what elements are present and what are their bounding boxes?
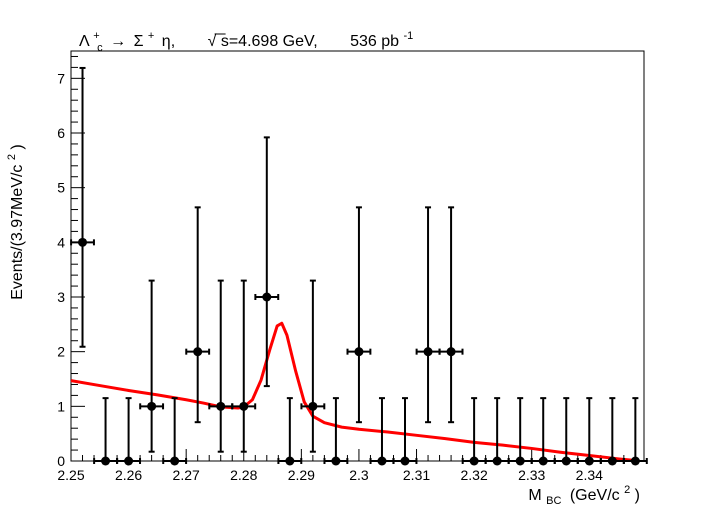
- x-title-main: M: [528, 487, 541, 504]
- data-marker: [262, 292, 272, 302]
- data-point: [484, 397, 510, 466]
- x-title-unit-close: ): [635, 487, 640, 504]
- data-marker: [124, 456, 134, 466]
- title-sigma: Σ: [134, 33, 144, 50]
- x-tick-label: 2.27: [173, 467, 200, 483]
- data-point: [507, 397, 533, 466]
- x-axis-title: M BC (GeV/c 2 ): [528, 480, 640, 508]
- data-point: [254, 136, 280, 388]
- y-tick-label: 0: [57, 453, 65, 469]
- data-point: [346, 206, 372, 424]
- y-tick-label: 3: [57, 289, 65, 305]
- data-point: [622, 397, 648, 466]
- data-point: [70, 66, 95, 348]
- data-marker: [538, 456, 548, 466]
- data-marker: [78, 237, 88, 247]
- data-marker: [400, 456, 410, 466]
- x-tick-label: 2.31: [403, 467, 430, 483]
- data-point: [461, 397, 487, 466]
- x-title-sub: BC: [546, 495, 561, 507]
- data-point: [162, 397, 188, 466]
- data-marker: [561, 456, 571, 466]
- data-marker: [492, 456, 502, 466]
- x-tick-label: 2.26: [115, 467, 142, 483]
- data-marker: [193, 347, 203, 357]
- data-point: [300, 279, 326, 453]
- chart-title: Λ + c → Σ + η, √ s=4.698 GeV, 536 pb -1: [79, 26, 413, 55]
- plot-frame: [70, 50, 645, 462]
- title-eta: η,: [162, 33, 175, 50]
- data-marker: [101, 456, 111, 466]
- x-tick-label: 2.34: [576, 467, 603, 483]
- title-lambda-sup: +: [93, 30, 99, 42]
- x-title-unit: (GeV/c: [570, 487, 620, 504]
- title-energy: s=4.698 GeV,: [221, 33, 318, 50]
- y-title-sup: 2: [6, 154, 18, 160]
- data-points-layer: [70, 66, 648, 466]
- data-marker: [239, 401, 249, 411]
- data-point: [231, 279, 257, 453]
- fit-layer: [70, 321, 636, 462]
- data-point: [208, 279, 234, 453]
- y-axis-ticks: 0 1 2 3 4 5 6 7: [57, 55, 85, 469]
- y-axis-title: Events/(3.97MeV/c 2 ): [2, 144, 26, 300]
- data-marker: [515, 456, 525, 466]
- data-point: [392, 397, 418, 466]
- y-tick-label: 6: [57, 125, 65, 141]
- y-title-main: Events/(3.97MeV/c: [9, 165, 26, 300]
- data-marker: [216, 401, 226, 411]
- title-lambda: Λ: [79, 33, 90, 50]
- x-tick-label: 2.25: [57, 467, 84, 483]
- data-marker: [446, 347, 456, 357]
- x-tick-label: 2.28: [230, 467, 257, 483]
- title-lumi: 536 pb: [350, 33, 399, 50]
- title-arrow: →: [110, 33, 126, 50]
- data-marker: [170, 456, 180, 466]
- y-title-close: ): [9, 144, 26, 149]
- title-lumi-sup: -1: [404, 30, 414, 42]
- data-marker: [285, 456, 295, 466]
- y-tick-label: 1: [57, 398, 65, 414]
- y-tick-label: 5: [57, 180, 65, 196]
- data-point: [599, 397, 625, 466]
- title-sqrt: √: [208, 33, 217, 50]
- data-point: [415, 206, 441, 424]
- x-tick-label: 2.29: [288, 467, 315, 483]
- data-point: [438, 206, 464, 424]
- data-marker: [607, 456, 617, 466]
- x-title-unit-sup: 2: [624, 484, 630, 496]
- data-point: [185, 206, 211, 424]
- data-point: [277, 397, 303, 466]
- data-point: [323, 397, 349, 466]
- data-marker: [354, 347, 364, 357]
- data-marker: [469, 456, 479, 466]
- data-marker: [584, 456, 594, 466]
- y-tick-label: 4: [57, 234, 65, 250]
- title-sigma-sup: +: [148, 30, 154, 42]
- data-marker: [331, 456, 341, 466]
- data-marker: [377, 456, 387, 466]
- data-point: [576, 397, 602, 466]
- x-axis-ticks: 2.25 2.26 2.27 2.28 2.29 2.3 2.31 2.32 2.33 2.34: [57, 449, 636, 483]
- data-point: [93, 397, 118, 466]
- data-marker: [423, 347, 433, 357]
- y-tick-label: 2: [57, 344, 65, 360]
- x-tick-label: 2.33: [518, 467, 545, 483]
- data-marker: [147, 401, 157, 411]
- x-tick-label: 2.3: [349, 467, 369, 483]
- data-point: [139, 279, 165, 453]
- y-tick-label: 7: [57, 70, 65, 86]
- fit-curve: [70, 321, 636, 462]
- data-marker: [630, 456, 640, 466]
- data-point: [530, 397, 556, 466]
- x-tick-label: 2.32: [460, 467, 487, 483]
- data-point: [553, 397, 579, 466]
- data-marker: [308, 401, 318, 411]
- data-point: [116, 397, 142, 466]
- title-lambda-sub: c: [97, 42, 103, 54]
